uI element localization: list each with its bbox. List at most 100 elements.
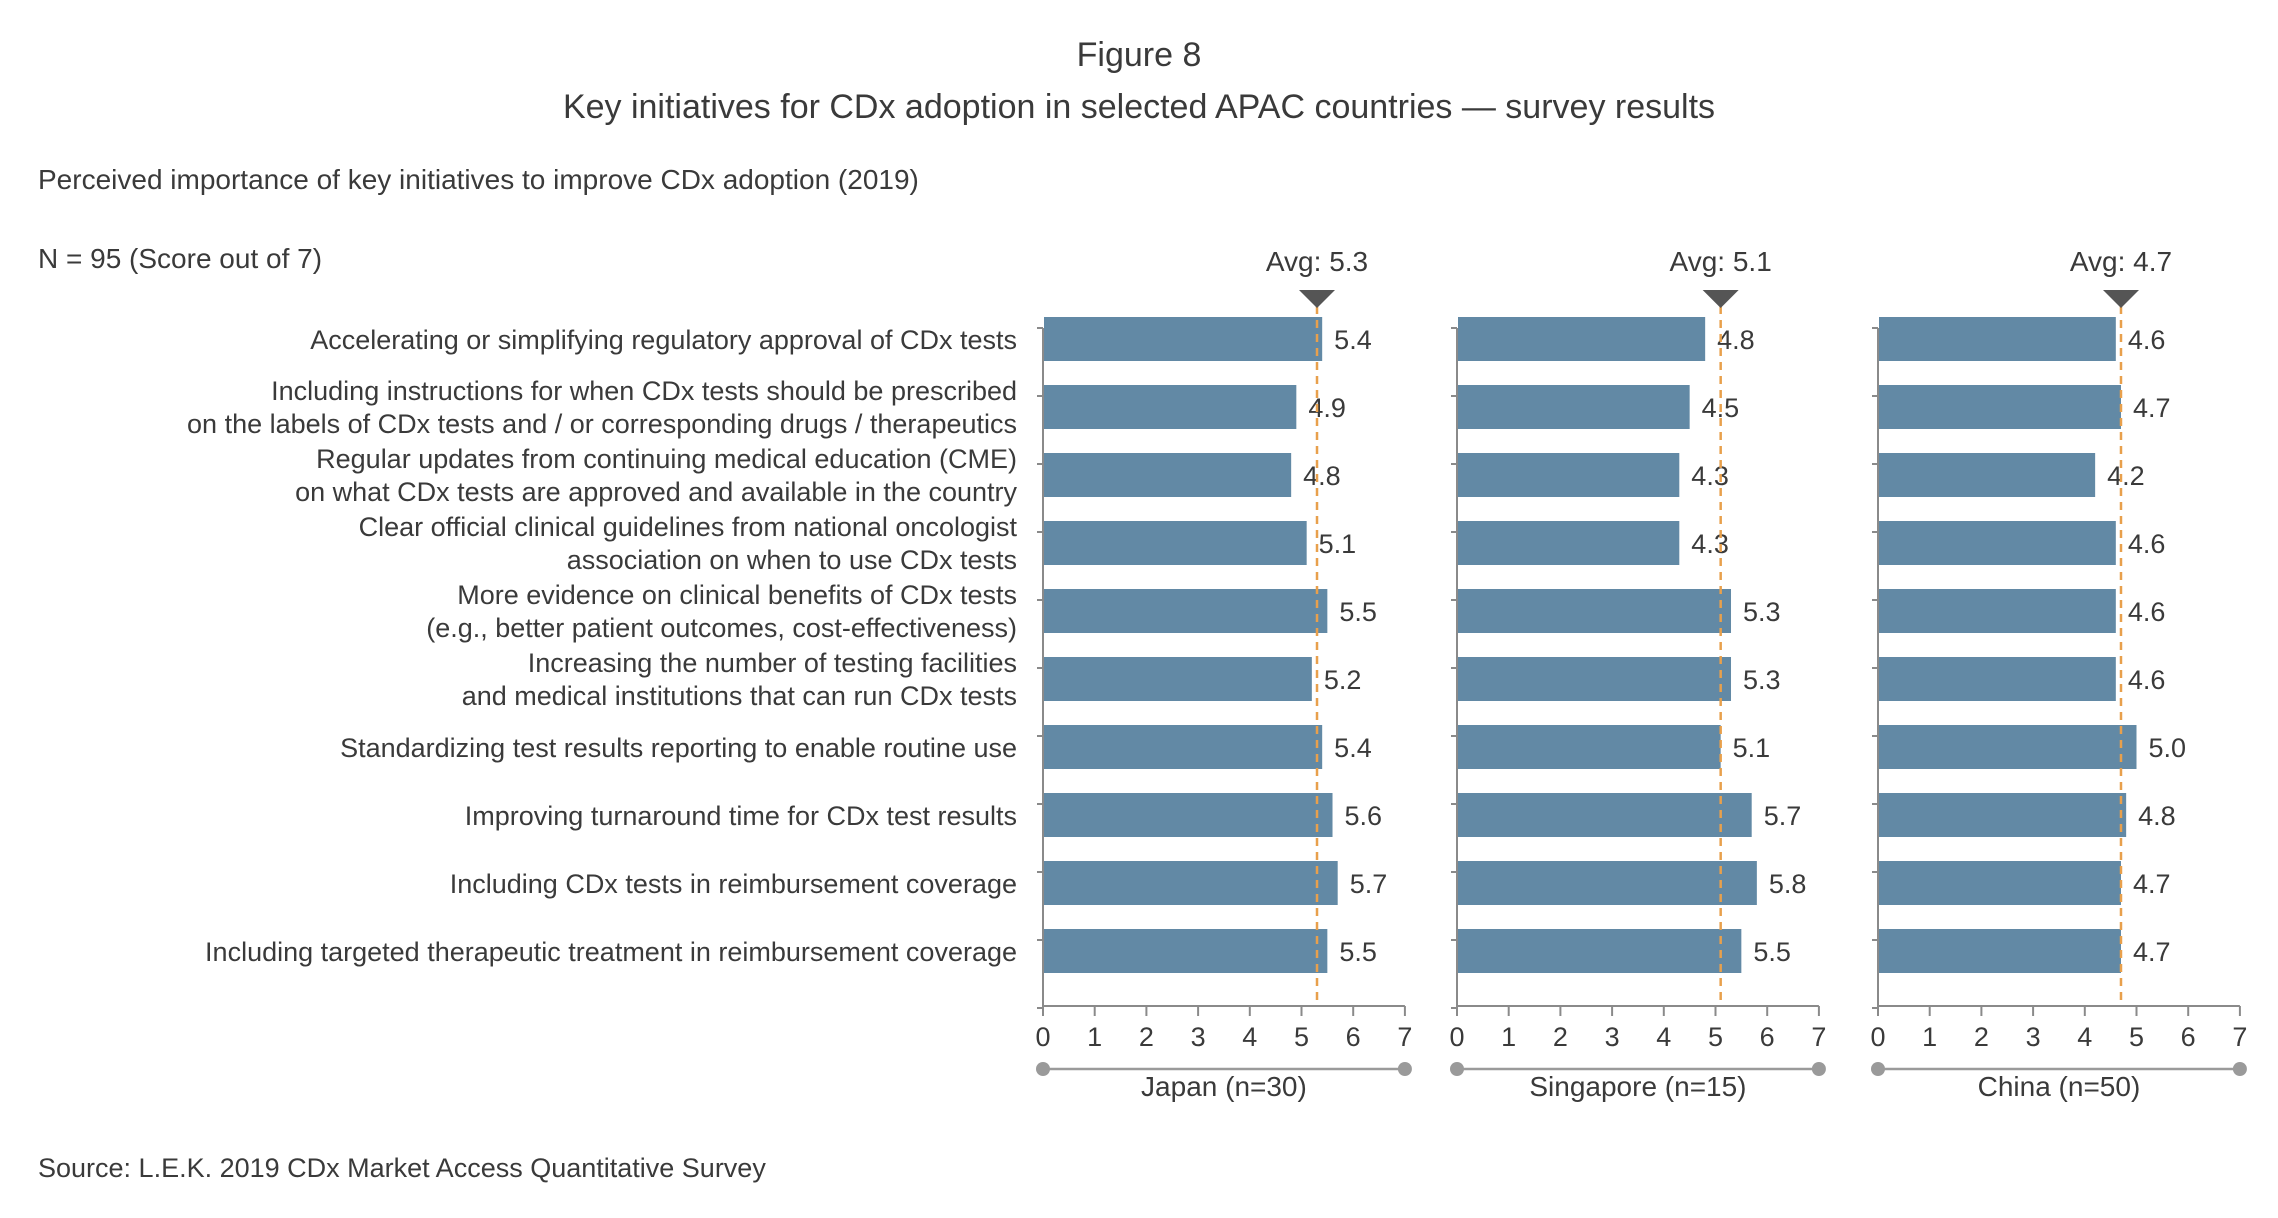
bar (1044, 929, 1328, 973)
bar (1458, 793, 1752, 837)
value-label: 4.7 (2133, 393, 2171, 423)
category-label-line: (e.g., better patient outcomes, cost-eff… (426, 613, 1017, 643)
value-label: 4.7 (2133, 869, 2171, 899)
category-label: Increasing the number of testing facilit… (462, 648, 1017, 711)
bar (1044, 521, 1307, 565)
x-tick-label: 7 (2232, 1022, 2247, 1052)
value-label: 4.8 (1303, 461, 1341, 491)
category-label-line: Clear official clinical guidelines from … (359, 512, 1018, 542)
value-label: 4.8 (1717, 325, 1755, 355)
bar (1458, 385, 1690, 429)
bar (1458, 453, 1680, 497)
x-tick-label: 2 (1974, 1022, 1989, 1052)
category-label-line: on what CDx tests are approved and avail… (295, 477, 1017, 507)
value-label: 4.3 (1691, 529, 1729, 559)
value-label: 5.5 (1339, 937, 1377, 967)
value-label: 5.1 (1319, 529, 1357, 559)
value-label: 5.0 (2149, 733, 2187, 763)
bar (1879, 861, 2121, 905)
panel-bracket-dot (1450, 1062, 1464, 1076)
average-marker-icon (2102, 290, 2139, 308)
bar (1879, 793, 2127, 837)
category-label: Improving turnaround time for CDx test r… (465, 801, 1017, 831)
average-label: Avg: 5.1 (1670, 246, 1772, 277)
bar (1044, 657, 1312, 701)
x-tick-label: 3 (1191, 1022, 1206, 1052)
x-tick-label: 3 (1605, 1022, 1620, 1052)
sample-size-note: N = 95 (Score out of 7) (38, 243, 323, 274)
panel-label: Japan (n=30) (1141, 1071, 1307, 1102)
average-label: Avg: 4.7 (2070, 246, 2172, 277)
x-tick-label: 2 (1553, 1022, 1568, 1052)
value-label: 4.9 (1308, 393, 1346, 423)
bar (1044, 317, 1323, 361)
value-label: 4.6 (2128, 597, 2166, 627)
value-label: 5.7 (1764, 801, 1802, 831)
panel-bracket-dot (1811, 1062, 1826, 1076)
x-tick-label: 2 (1139, 1022, 1154, 1052)
category-label-line: Regular updates from continuing medical … (316, 444, 1017, 474)
panel-bracket-dot (1871, 1062, 1885, 1076)
category-label: Clear official clinical guidelines from … (359, 512, 1018, 575)
bar (1458, 657, 1732, 701)
bar (1879, 929, 2121, 973)
category-label: Including CDx tests in reimbursement cov… (450, 869, 1017, 899)
average-marker-icon (1299, 290, 1336, 308)
bar (1879, 453, 2096, 497)
x-tick-label: 6 (1760, 1022, 1775, 1052)
bar (1879, 657, 2116, 701)
bar (1044, 589, 1328, 633)
x-tick-label: 0 (1870, 1022, 1885, 1052)
value-label: 4.8 (2138, 801, 2176, 831)
source-note: Source: L.E.K. 2019 CDx Market Access Qu… (38, 1153, 766, 1183)
bar (1879, 725, 2137, 769)
panel-bracket-dot (2232, 1062, 2247, 1076)
x-tick-label: 0 (1449, 1022, 1464, 1052)
value-label: 5.3 (1743, 597, 1781, 627)
panel-bracket-dot (1397, 1062, 1412, 1076)
category-label: Standardizing test results reporting to … (340, 733, 1017, 763)
bar (1879, 385, 2121, 429)
x-tick-label: 6 (1346, 1022, 1361, 1052)
average-label: Avg: 5.3 (1266, 246, 1368, 277)
category-label-line: association on when to use CDx tests (567, 545, 1017, 575)
value-label: 5.4 (1334, 325, 1372, 355)
x-tick-label: 4 (2077, 1022, 2092, 1052)
value-label: 4.2 (2107, 461, 2145, 491)
bar (1044, 453, 1292, 497)
panel-label: China (n=50) (1978, 1071, 2141, 1102)
x-tick-label: 4 (1242, 1022, 1257, 1052)
category-label-line: Including instructions for when CDx test… (271, 376, 1017, 406)
bar (1044, 725, 1323, 769)
x-tick-label: 1 (1087, 1022, 1102, 1052)
bar (1458, 521, 1680, 565)
x-tick-label: 5 (1294, 1022, 1309, 1052)
value-label: 4.3 (1691, 461, 1729, 491)
value-label: 4.6 (2128, 665, 2166, 695)
category-label: Accelerating or simplifying regulatory a… (310, 325, 1017, 355)
bar (1044, 793, 1333, 837)
chart-subtitle: Perceived importance of key initiatives … (38, 164, 919, 195)
bar (1458, 861, 1757, 905)
panel-bracket-dot (1036, 1062, 1050, 1076)
value-label: 4.6 (2128, 529, 2166, 559)
value-label: 5.5 (1339, 597, 1377, 627)
bar (1879, 317, 2116, 361)
value-label: 5.8 (1769, 869, 1807, 899)
x-tick-label: 7 (1811, 1022, 1826, 1052)
bar (1458, 725, 1721, 769)
bar (1458, 589, 1732, 633)
value-label: 5.3 (1743, 665, 1781, 695)
value-label: 5.1 (1733, 733, 1771, 763)
category-label: Regular updates from continuing medical … (295, 444, 1017, 507)
category-label-line: Increasing the number of testing facilit… (528, 648, 1017, 678)
panel-label: Singapore (n=15) (1529, 1071, 1746, 1102)
bar (1879, 589, 2116, 633)
value-label: 5.6 (1345, 801, 1383, 831)
bar (1458, 317, 1706, 361)
bar (1044, 861, 1338, 905)
value-label: 5.2 (1324, 665, 1362, 695)
x-tick-label: 6 (2181, 1022, 2196, 1052)
x-tick-label: 1 (1501, 1022, 1516, 1052)
